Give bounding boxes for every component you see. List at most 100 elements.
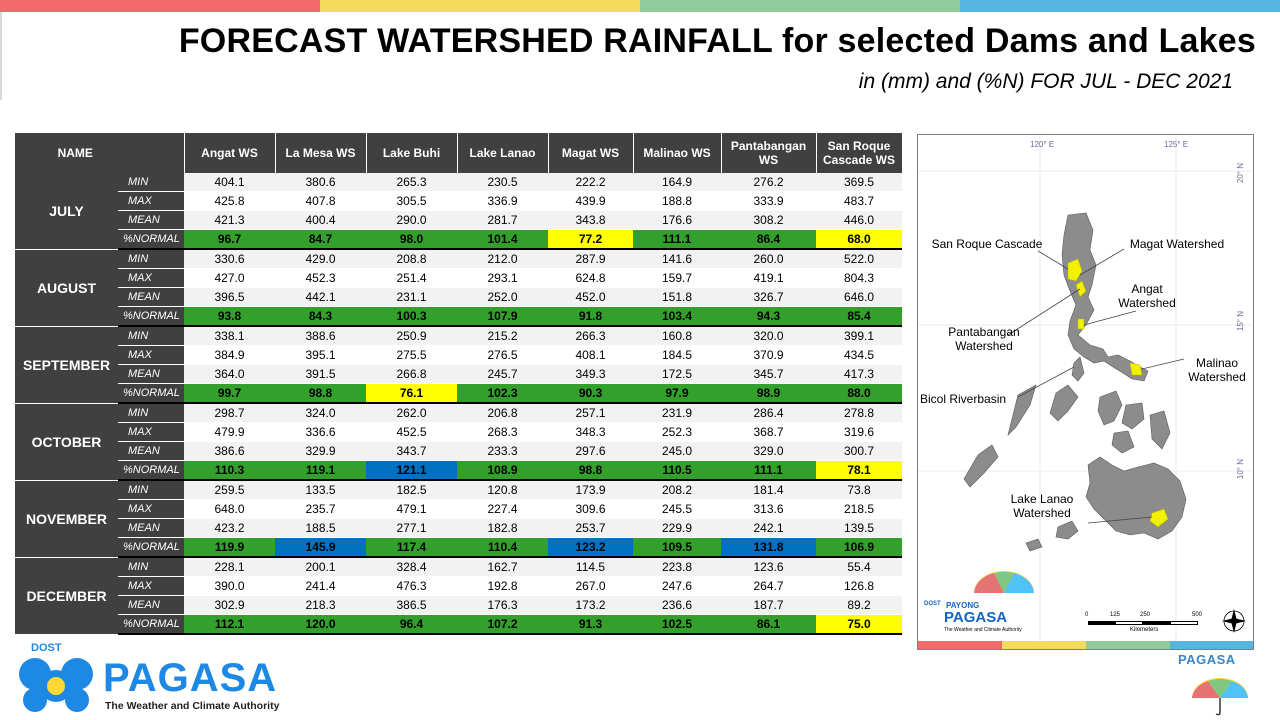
value-cell: 262.0 xyxy=(366,403,457,423)
value-cell: 107.9 xyxy=(457,306,548,327)
col-header-san-roque: San Roque Cascade WS xyxy=(816,133,903,173)
value-cell: 329.9 xyxy=(275,441,366,461)
value-cell: 160.8 xyxy=(633,326,721,346)
stripe-green xyxy=(640,0,960,12)
row-label: MEAN xyxy=(118,518,184,538)
value-cell: 101.4 xyxy=(457,229,548,250)
value-cell: 276.5 xyxy=(457,345,548,365)
min-row: DECEMBER MIN 228.1 200.1 328.4 162.7 114.5 223.… xyxy=(15,557,902,635)
col-header-angat: Angat WS xyxy=(184,133,276,173)
scale-tick-250: 250 xyxy=(1140,612,1151,618)
max-row: MAX 479.9 336.6 452.5 268.3 348.3 252.3 368.7 31… xyxy=(15,422,902,442)
value-cell: 300.7 xyxy=(816,441,902,461)
value-cell: 266.8 xyxy=(366,364,457,384)
value-cell: 111.1 xyxy=(721,460,816,481)
value-cell: 268.3 xyxy=(457,422,548,442)
row-label: MEAN xyxy=(118,441,184,461)
value-cell: 388.6 xyxy=(275,326,366,346)
page-subtitle: in (mm) and (%N) FOR JUL - DEC 2021 xyxy=(858,70,1233,93)
value-cell: 141.6 xyxy=(633,249,721,269)
left-rule xyxy=(0,12,2,100)
value-cell: 423.2 xyxy=(184,518,275,538)
value-cell: 287.9 xyxy=(548,249,633,269)
value-cell: 111.1 xyxy=(633,229,721,250)
value-cell: 348.3 xyxy=(548,422,633,442)
value-cell: 84.7 xyxy=(275,229,366,250)
value-cell: 308.2 xyxy=(721,210,816,230)
value-cell: 297.6 xyxy=(548,441,633,461)
coord-lon-120: 120° E xyxy=(1030,140,1055,149)
value-cell: 97.9 xyxy=(633,383,721,404)
row-label: MIN xyxy=(118,173,184,192)
value-cell: 117.4 xyxy=(366,537,457,558)
value-cell: 395.1 xyxy=(275,345,366,365)
value-cell: 96.4 xyxy=(366,614,457,635)
value-cell: 333.9 xyxy=(721,191,816,211)
value-cell: 85.4 xyxy=(816,306,902,327)
value-cell: 522.0 xyxy=(816,249,902,269)
value-cell: 100.3 xyxy=(366,306,457,327)
value-cell: 305.5 xyxy=(366,191,457,211)
value-cell: 173.2 xyxy=(548,595,633,615)
label-bicol: Bicol Riverbasin xyxy=(920,392,1007,406)
value-cell: 293.1 xyxy=(457,268,548,288)
value-cell: 386.5 xyxy=(366,595,457,615)
value-cell: 338.1 xyxy=(184,326,275,346)
row-label: MIN xyxy=(118,249,184,269)
month-label: OCTOBER xyxy=(15,403,118,481)
coord-lat-20: 20° N xyxy=(1236,163,1245,184)
top-color-stripe xyxy=(0,0,1280,12)
value-cell: 265.3 xyxy=(366,173,457,192)
value-cell: 233.3 xyxy=(457,441,548,461)
row-label: %NORMAL xyxy=(118,614,184,635)
value-cell: 479.9 xyxy=(184,422,275,442)
value-cell: 425.8 xyxy=(184,191,275,211)
value-cell: 452.5 xyxy=(366,422,457,442)
value-cell: 275.5 xyxy=(366,345,457,365)
value-cell: 336.9 xyxy=(457,191,548,211)
map-logo-dost: DOST xyxy=(924,601,941,607)
value-cell: 452.3 xyxy=(275,268,366,288)
value-cell: 93.8 xyxy=(184,306,275,327)
value-cell: 176.3 xyxy=(457,595,548,615)
value-cell: 276.2 xyxy=(721,173,816,192)
min-row: SEPTEMBER MIN 338.1 388.6 250.9 215.2 266.3 160… xyxy=(15,326,902,404)
pct-row: %NORMAL 99.7 98.8 76.1 102.3 90.3 97.9 98.9 88.0 xyxy=(15,383,902,404)
value-cell: 442.1 xyxy=(275,287,366,307)
value-cell: 245.0 xyxy=(633,441,721,461)
value-cell: 223.8 xyxy=(633,557,721,577)
row-label: MAX xyxy=(118,499,184,519)
value-cell: 102.3 xyxy=(457,383,548,404)
value-cell: 290.0 xyxy=(366,210,457,230)
value-cell: 345.7 xyxy=(721,364,816,384)
stripe-blue xyxy=(960,0,1280,12)
value-cell: 804.3 xyxy=(816,268,902,288)
label-angat: Angat Watershed xyxy=(1118,282,1176,310)
row-label: MEAN xyxy=(118,364,184,384)
name-header: NAME xyxy=(15,133,185,173)
value-cell: 407.8 xyxy=(275,191,366,211)
value-cell: 222.2 xyxy=(548,173,633,192)
row-label: MIN xyxy=(118,557,184,577)
philippines-map: 120° E 125° E 20° N 15° N 10° N San Roqu… xyxy=(917,134,1254,650)
value-cell: 76.1 xyxy=(366,383,457,404)
value-cell: 400.4 xyxy=(275,210,366,230)
umbrella-icon xyxy=(1192,678,1248,716)
value-cell: 245.5 xyxy=(633,499,721,519)
col-header-malinao: Malinao WS xyxy=(633,133,722,173)
mean-row: MEAN 421.3 400.4 290.0 281.7 343.8 176.6 308.2 4… xyxy=(15,210,902,230)
value-cell: 123.2 xyxy=(548,537,633,558)
value-cell: 119.9 xyxy=(184,537,275,558)
value-cell: 302.9 xyxy=(184,595,275,615)
value-cell: 266.3 xyxy=(548,326,633,346)
value-cell: 370.9 xyxy=(721,345,816,365)
value-cell: 252.3 xyxy=(633,422,721,442)
value-cell: 343.7 xyxy=(366,441,457,461)
value-cell: 257.1 xyxy=(548,403,633,423)
pct-row: %NORMAL 93.8 84.3 100.3 107.9 91.8 103.4 94.3 85… xyxy=(15,306,902,327)
max-row: MAX 425.8 407.8 305.5 336.9 439.9 188.8 333.9 48… xyxy=(15,191,902,211)
value-cell: 206.8 xyxy=(457,403,548,423)
scale-tick-0: 0 xyxy=(1085,612,1089,618)
row-label: %NORMAL xyxy=(118,537,184,558)
value-cell: 119.1 xyxy=(275,460,366,481)
